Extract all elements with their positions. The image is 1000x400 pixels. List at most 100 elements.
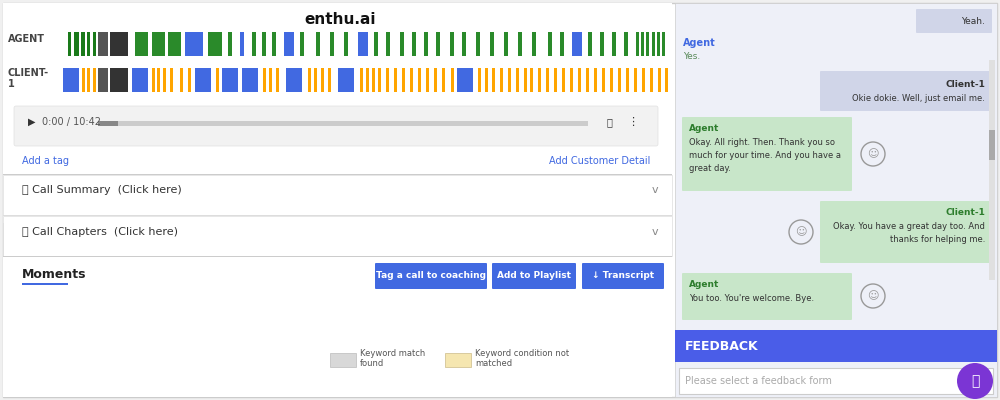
Text: Okay. All right. Then. Thank you so: Okay. All right. Then. Thank you so bbox=[689, 138, 835, 147]
Text: v: v bbox=[651, 227, 658, 237]
Bar bbox=[646, 32, 649, 56]
Bar bbox=[93, 68, 96, 92]
Bar bbox=[530, 68, 533, 92]
Bar bbox=[602, 68, 605, 92]
Bar bbox=[252, 32, 256, 56]
Bar bbox=[82, 68, 85, 92]
Text: AGENT: AGENT bbox=[8, 34, 45, 44]
Bar bbox=[476, 32, 480, 56]
Bar bbox=[610, 68, 613, 92]
Bar bbox=[412, 32, 416, 56]
Bar bbox=[426, 68, 429, 92]
Bar bbox=[436, 32, 440, 56]
Text: ⋮: ⋮ bbox=[627, 117, 638, 127]
Bar bbox=[516, 68, 519, 92]
Text: ☺: ☺ bbox=[867, 149, 879, 159]
Bar bbox=[3, 215, 672, 216]
Bar bbox=[562, 68, 565, 92]
Bar bbox=[594, 68, 597, 92]
Text: Okay. You have a great day too. And: Okay. You have a great day too. And bbox=[833, 222, 985, 231]
Bar bbox=[451, 68, 454, 92]
Text: Yeah.: Yeah. bbox=[961, 16, 985, 26]
Bar bbox=[612, 32, 616, 56]
Bar bbox=[634, 68, 637, 92]
Bar bbox=[445, 353, 471, 367]
FancyBboxPatch shape bbox=[916, 9, 992, 33]
Bar bbox=[504, 32, 508, 56]
Text: ☺: ☺ bbox=[867, 291, 879, 301]
Bar bbox=[93, 32, 96, 56]
Text: 0:00 / 10:42: 0:00 / 10:42 bbox=[42, 117, 101, 127]
Bar bbox=[344, 32, 348, 56]
Bar bbox=[600, 32, 604, 56]
Bar bbox=[3, 175, 672, 215]
Bar bbox=[321, 68, 324, 92]
Bar bbox=[378, 68, 381, 92]
Bar bbox=[570, 68, 573, 92]
Bar bbox=[3, 3, 672, 223]
Bar bbox=[989, 60, 995, 280]
FancyBboxPatch shape bbox=[582, 263, 664, 289]
Bar bbox=[330, 32, 334, 56]
Text: Please select a feedback form: Please select a feedback form bbox=[685, 376, 832, 386]
Bar bbox=[269, 68, 272, 92]
Text: v: v bbox=[651, 185, 658, 195]
Bar bbox=[98, 32, 108, 56]
Text: FEEDBACK: FEEDBACK bbox=[685, 340, 759, 352]
Bar bbox=[679, 368, 993, 394]
Text: 📖 Call Summary  (Click here): 📖 Call Summary (Click here) bbox=[22, 185, 182, 195]
Text: Add a tag: Add a tag bbox=[22, 156, 69, 166]
Bar bbox=[492, 68, 495, 92]
Bar bbox=[402, 68, 405, 92]
Bar bbox=[560, 32, 564, 56]
Bar bbox=[152, 68, 155, 92]
Bar bbox=[3, 256, 672, 257]
Bar bbox=[366, 68, 369, 92]
Bar bbox=[618, 68, 621, 92]
Bar bbox=[358, 32, 368, 56]
Bar bbox=[434, 68, 437, 92]
Bar bbox=[242, 68, 258, 92]
Bar bbox=[478, 68, 481, 92]
Bar bbox=[208, 32, 222, 56]
Text: Add to Playlist: Add to Playlist bbox=[497, 272, 571, 280]
Bar bbox=[3, 174, 672, 175]
Bar bbox=[424, 32, 428, 56]
Text: great day.: great day. bbox=[689, 164, 731, 173]
Bar bbox=[132, 68, 148, 92]
Bar bbox=[518, 32, 522, 56]
Bar bbox=[338, 68, 354, 92]
Bar bbox=[240, 32, 244, 56]
Bar bbox=[548, 32, 552, 56]
Bar bbox=[272, 32, 276, 56]
Text: ▶: ▶ bbox=[28, 117, 36, 127]
Text: 🔊: 🔊 bbox=[607, 117, 613, 127]
Bar bbox=[372, 68, 375, 92]
Bar bbox=[81, 32, 85, 56]
Bar bbox=[442, 68, 445, 92]
Bar bbox=[572, 32, 582, 56]
Bar bbox=[462, 32, 466, 56]
Bar bbox=[170, 68, 173, 92]
Bar bbox=[588, 32, 592, 56]
Bar bbox=[110, 32, 128, 56]
Bar bbox=[314, 68, 317, 92]
Text: thanks for helping me.: thanks for helping me. bbox=[890, 235, 985, 244]
Bar bbox=[652, 32, 655, 56]
Bar bbox=[188, 68, 191, 92]
Bar bbox=[650, 68, 653, 92]
Bar bbox=[532, 32, 536, 56]
Bar bbox=[578, 68, 581, 92]
Bar bbox=[222, 68, 238, 92]
FancyBboxPatch shape bbox=[682, 273, 852, 320]
Bar bbox=[658, 68, 661, 92]
Bar bbox=[276, 68, 279, 92]
Bar bbox=[330, 353, 356, 367]
Text: Agent: Agent bbox=[689, 280, 719, 289]
Bar bbox=[662, 32, 665, 56]
Bar bbox=[641, 32, 644, 56]
Bar bbox=[410, 68, 413, 92]
Text: Tag a call to coaching: Tag a call to coaching bbox=[376, 272, 486, 280]
Bar bbox=[63, 68, 79, 92]
Bar bbox=[152, 32, 165, 56]
